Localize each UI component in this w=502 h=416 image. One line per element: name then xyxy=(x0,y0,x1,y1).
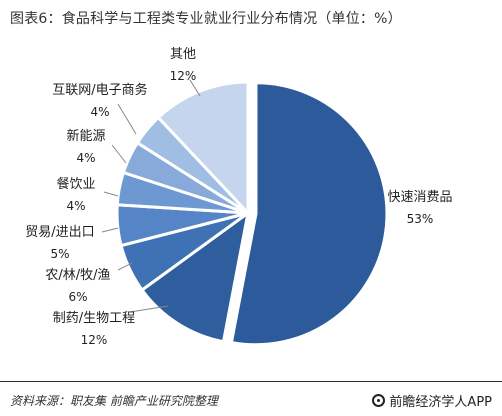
slice-label: 制药/生物工程 xyxy=(53,311,135,326)
slice-value-label: 53% xyxy=(407,212,434,226)
leader-line xyxy=(117,103,137,135)
pie-chart: 快速消费品 53% 制药/生物工程 12% 农/林/牧/渔 6% 贸易/进出口 5% 餐饮业 4%… xyxy=(25,47,452,347)
brand: 前瞻经济学人APP xyxy=(372,391,492,410)
chart-title: 图表6：食品科学与工程类专业就业行业分布情况（单位：%） xyxy=(10,11,402,27)
slice-label: 农/林/牧/渔 xyxy=(45,268,110,283)
slice-value-label: 5% xyxy=(50,247,69,261)
slice-label: 餐饮业 xyxy=(56,176,95,192)
leader-line xyxy=(111,144,127,164)
footer: 资料来源：职友集 前瞻产业研究院整理 前瞻经济学人APP xyxy=(0,381,502,416)
slice-label: 新能源 xyxy=(66,128,105,144)
pie-slice xyxy=(229,81,389,347)
source-note: 资料来源：职友集 前瞻产业研究院整理 xyxy=(10,394,218,408)
leader-line xyxy=(101,227,119,233)
slice-value-label: 12% xyxy=(81,333,108,347)
pie-slice xyxy=(156,80,250,217)
pie-slice xyxy=(139,209,251,344)
leader-line xyxy=(117,262,133,271)
slice-label: 其他 xyxy=(170,47,196,62)
leader-line xyxy=(103,191,119,197)
brand-logo-icon xyxy=(372,394,386,407)
slice-label: 互联网/电子商务 xyxy=(52,82,147,98)
slice-value-label: 6% xyxy=(68,290,87,304)
leader-line xyxy=(189,79,201,97)
slice-value-label: 4% xyxy=(90,105,109,119)
slice-label: 快速消费品 xyxy=(387,190,452,205)
slice-value-label: 12% xyxy=(170,69,197,83)
brand-name: 前瞻经济学人APP xyxy=(389,395,492,410)
slice-label: 贸易/进出口 xyxy=(25,225,94,240)
slice-value-label: 4% xyxy=(66,199,85,213)
slice-value-label: 4% xyxy=(76,151,95,165)
leader-line xyxy=(129,305,169,313)
